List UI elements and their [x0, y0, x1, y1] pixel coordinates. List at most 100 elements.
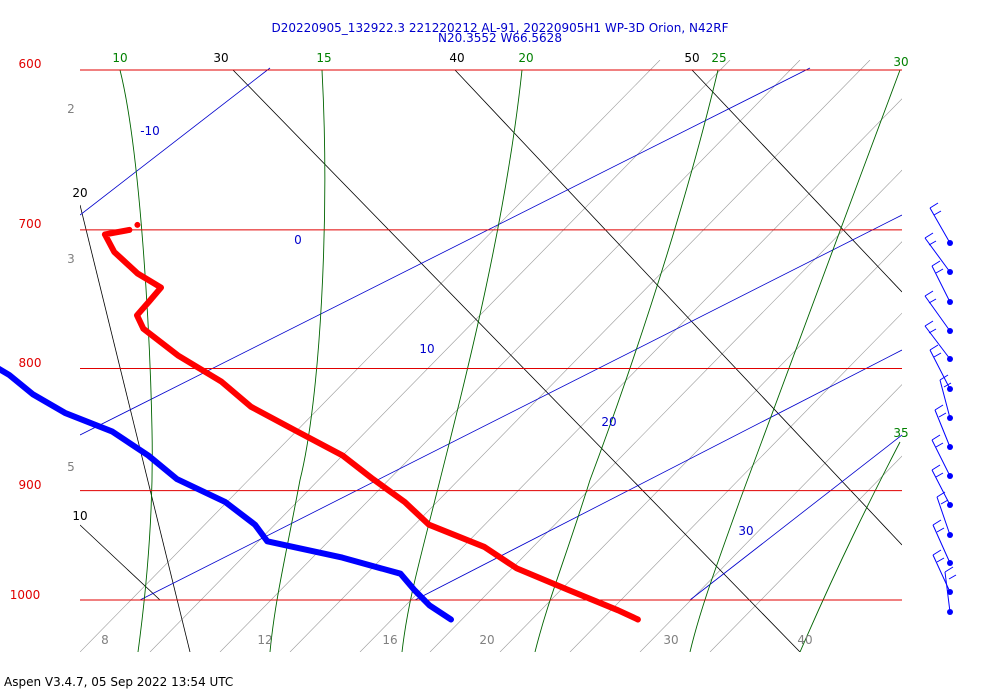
wind-barb-flag — [934, 404, 944, 411]
wind-barb-flag — [935, 442, 944, 448]
temperature-start-point — [134, 221, 141, 228]
wind-barb-staff — [932, 524, 951, 564]
wind-barb-staff — [936, 496, 951, 536]
wind-barb-flag — [924, 290, 934, 297]
moist-adiabat-label: 10 — [112, 51, 127, 65]
wind-barb-flag — [940, 499, 949, 505]
wind-barb-point — [947, 328, 953, 334]
wind-barb-flag — [928, 298, 937, 304]
sounding-profiles — [0, 221, 641, 623]
mixing-ratio-label: 16 — [382, 633, 397, 647]
wind-barb-flag — [929, 202, 939, 209]
wind-barb-flag — [931, 434, 941, 441]
pressure-label: 800 — [19, 356, 42, 370]
isotherm-line — [80, 204, 191, 652]
wind-barb-point — [947, 269, 953, 275]
moist-adiabat-line — [799, 441, 901, 652]
mixing-ratio-label: 20 — [479, 633, 494, 647]
blue-line-label: 0 — [294, 233, 302, 247]
dry-adiabat-label: 10 — [72, 509, 87, 523]
isotherm-line — [454, 69, 902, 546]
isotherm-line — [232, 69, 801, 652]
isotherm-label: 40 — [449, 51, 464, 65]
mixing-ratio-line — [499, 241, 902, 652]
mixing-ratio-label: 30 — [663, 633, 678, 647]
wind-barb-point — [947, 356, 953, 362]
temperature-profile — [101, 226, 641, 623]
pressure-label: 1000 — [10, 588, 41, 602]
wind-barb-flag — [924, 320, 934, 327]
wind-barb-flag — [933, 352, 942, 358]
wind-barb-point — [947, 386, 953, 392]
dry-adiabat-label: 20 — [72, 186, 87, 200]
reference-line — [414, 349, 902, 601]
wind-barb-point — [947, 240, 953, 246]
chart-labels: 600 700 800 900 1000 30 40 50 20 10 10 1… — [10, 51, 909, 647]
mixing-ratio-label: 40 — [797, 633, 812, 647]
wind-barb-staff — [924, 295, 951, 332]
wind-barb-flag — [935, 268, 944, 274]
moist-adiabat-line — [689, 69, 901, 652]
chart-subtitle: N20.3552 W66.5628 — [438, 31, 562, 45]
isobar-lines — [80, 69, 902, 601]
wind-barb-point — [947, 560, 953, 566]
chart-title: D20220905_132922.3 221220212 AL-91, 2022… — [271, 21, 729, 35]
wind-barb-staff — [929, 349, 951, 390]
wind-barb-flag — [924, 232, 934, 239]
wind-barb-staff — [924, 325, 951, 360]
wind-barb-staff — [944, 571, 951, 613]
wind-barb-flag — [928, 240, 937, 246]
moist-adiabat-line — [534, 69, 719, 652]
blue-line-label: -10 — [140, 124, 160, 138]
isotherm-line — [691, 69, 902, 293]
moist-adiabat-line — [401, 69, 523, 652]
mixing-ratio-line — [429, 169, 902, 652]
footer-text: Aspen V3.4.7, 05 Sep 2022 13:54 UTC — [4, 675, 234, 689]
wind-barb-flag — [948, 574, 957, 580]
isotherm-label: 50 — [684, 51, 699, 65]
wind-barb-point — [947, 473, 953, 479]
mixing-ratio-label: 8 — [101, 633, 109, 647]
mixing-ratio-line — [709, 455, 902, 652]
wind-barb-flag — [928, 328, 937, 334]
wind-barb-flag — [931, 464, 941, 471]
reference-line — [139, 214, 902, 601]
reference-line — [80, 67, 811, 436]
mixing-ratio-label: 5 — [67, 460, 75, 474]
wind-barb-staff — [931, 265, 951, 303]
pressure-label: 900 — [19, 478, 42, 492]
mixing-ratio-label: 3 — [67, 252, 75, 266]
moist-adiabat-line — [269, 69, 326, 652]
mixing-ratio-line — [569, 312, 902, 652]
reference-line — [80, 67, 271, 216]
moist-adiabat-line — [119, 69, 153, 652]
wind-barb-flag — [936, 557, 945, 563]
wind-barb-flag — [932, 519, 942, 526]
wind-barb-flag — [944, 566, 954, 573]
wind-barbs — [924, 202, 957, 615]
moist-adiabat-label: 20 — [518, 51, 533, 65]
wind-barb-flag — [933, 210, 942, 216]
wind-barb-flag — [932, 549, 942, 556]
pressure-label: 600 — [19, 57, 42, 71]
mixing-ratio-line — [289, 60, 871, 652]
isotherm-line — [80, 524, 161, 601]
wind-barb-flag — [936, 491, 946, 498]
dewpoint-profile — [0, 365, 454, 623]
wind-barb-point — [947, 589, 953, 595]
wind-barb-staff — [924, 237, 951, 273]
moist-adiabat-label: 25 — [711, 51, 726, 65]
wind-barb-point — [947, 444, 953, 450]
background-lines — [80, 60, 902, 652]
blue-line-label: 30 — [738, 524, 753, 538]
wind-barb-flag — [938, 412, 947, 418]
moist-adiabat-label: 35 — [893, 426, 908, 440]
wind-barb-flag — [929, 344, 939, 351]
wind-barb-flag — [935, 472, 944, 478]
wind-barb-staff — [939, 379, 951, 419]
wind-barb-point — [947, 299, 953, 305]
wind-barb-point — [947, 609, 953, 615]
wind-barb-staff — [934, 409, 951, 448]
moist-adiabat-label: 15 — [316, 51, 331, 65]
